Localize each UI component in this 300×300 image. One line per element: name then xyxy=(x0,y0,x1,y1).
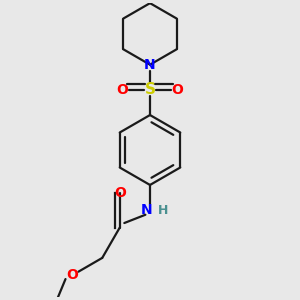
Text: O: O xyxy=(172,83,184,97)
Text: S: S xyxy=(145,82,155,98)
Text: N: N xyxy=(144,58,156,72)
Text: O: O xyxy=(114,186,126,200)
Text: N: N xyxy=(140,203,152,217)
Text: O: O xyxy=(66,268,78,282)
Text: O: O xyxy=(116,83,128,97)
Text: H: H xyxy=(158,204,168,217)
